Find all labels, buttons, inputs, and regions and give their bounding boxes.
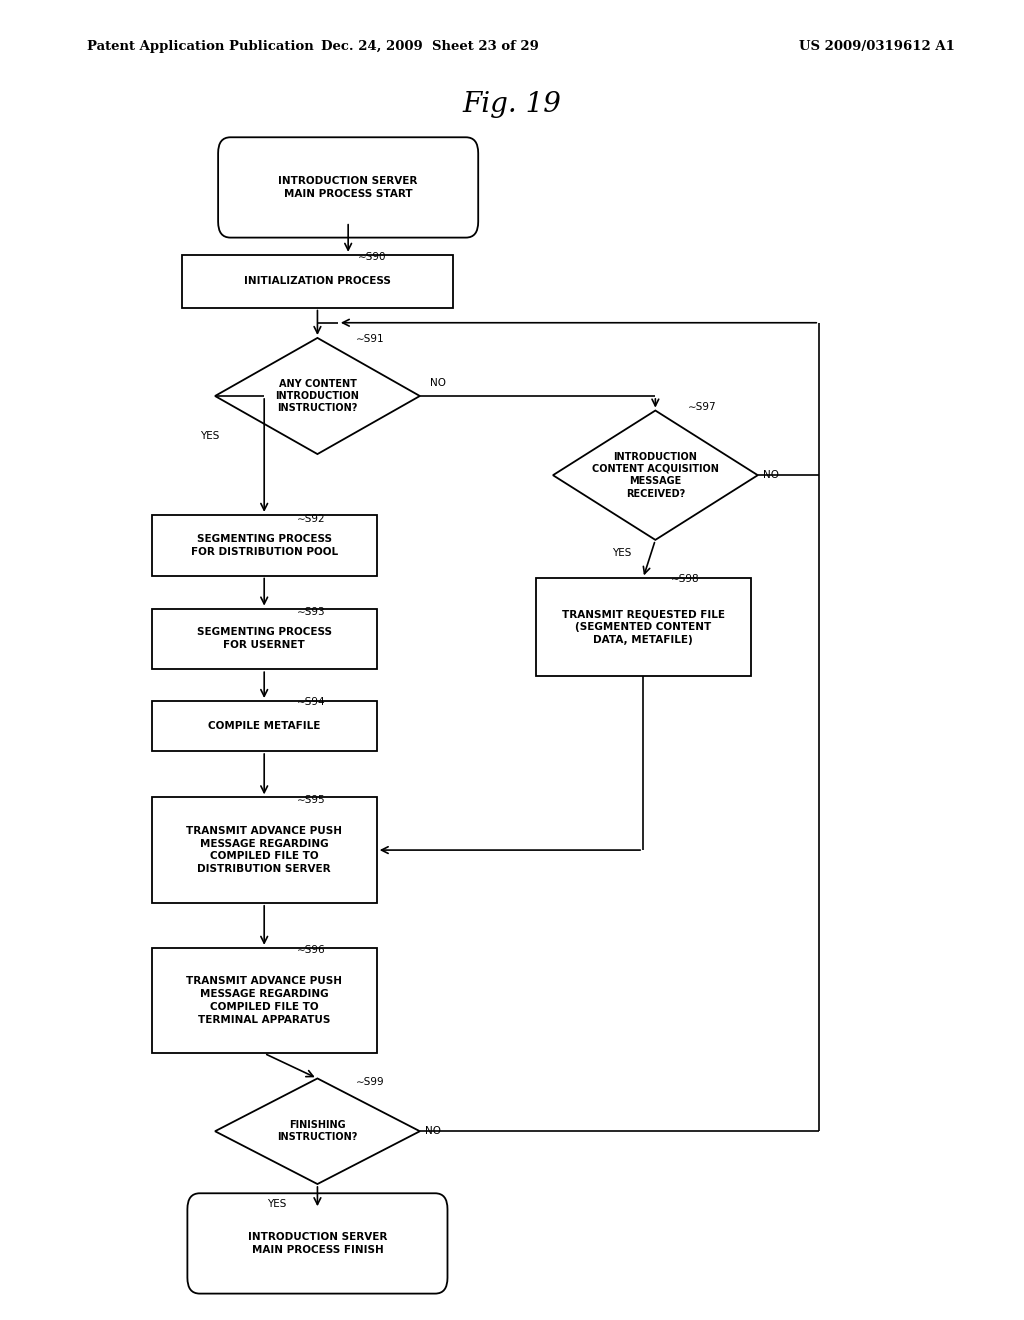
- Text: ∼S96: ∼S96: [297, 945, 326, 956]
- Text: US 2009/0319612 A1: US 2009/0319612 A1: [799, 40, 954, 53]
- Text: INITIALIZATION PROCESS: INITIALIZATION PROCESS: [244, 276, 391, 286]
- Text: TRANSMIT ADVANCE PUSH
MESSAGE REGARDING
COMPILED FILE TO
DISTRIBUTION SERVER: TRANSMIT ADVANCE PUSH MESSAGE REGARDING …: [186, 826, 342, 874]
- Text: NO: NO: [425, 1126, 441, 1137]
- Text: ∼S98: ∼S98: [671, 574, 699, 585]
- Text: Patent Application Publication: Patent Application Publication: [87, 40, 313, 53]
- Text: INTRODUCTION SERVER
MAIN PROCESS START: INTRODUCTION SERVER MAIN PROCESS START: [279, 176, 418, 199]
- Text: YES: YES: [201, 430, 219, 441]
- Text: FINISHING
INSTRUCTION?: FINISHING INSTRUCTION?: [278, 1121, 357, 1142]
- Bar: [182, 255, 453, 308]
- Text: ∼S92: ∼S92: [297, 513, 326, 524]
- Text: TRANSMIT REQUESTED FILE
(SEGMENTED CONTENT
DATA, METAFILE): TRANSMIT REQUESTED FILE (SEGMENTED CONTE…: [561, 610, 725, 644]
- Polygon shape: [215, 1078, 420, 1184]
- Text: ∼S97: ∼S97: [688, 401, 717, 412]
- FancyBboxPatch shape: [218, 137, 478, 238]
- Text: ∼S99: ∼S99: [356, 1077, 385, 1088]
- Text: ∼S95: ∼S95: [297, 795, 326, 805]
- Bar: [152, 948, 377, 1053]
- Text: YES: YES: [267, 1199, 286, 1209]
- Text: SEGMENTING PROCESS
FOR USERNET: SEGMENTING PROCESS FOR USERNET: [197, 627, 332, 651]
- Text: NO: NO: [763, 470, 779, 480]
- Text: ∼S93: ∼S93: [297, 607, 326, 618]
- Text: INTRODUCTION
CONTENT ACQUISITION
MESSAGE
RECEIVED?: INTRODUCTION CONTENT ACQUISITION MESSAGE…: [592, 451, 719, 499]
- Bar: [152, 515, 377, 576]
- Text: Fig. 19: Fig. 19: [463, 91, 561, 117]
- Text: ∼S90: ∼S90: [358, 252, 387, 263]
- Text: Dec. 24, 2009  Sheet 23 of 29: Dec. 24, 2009 Sheet 23 of 29: [322, 40, 539, 53]
- Bar: [152, 797, 377, 903]
- Text: COMPILE METAFILE: COMPILE METAFILE: [208, 721, 321, 731]
- Polygon shape: [215, 338, 420, 454]
- Text: INTRODUCTION SERVER
MAIN PROCESS FINISH: INTRODUCTION SERVER MAIN PROCESS FINISH: [248, 1232, 387, 1255]
- Bar: [152, 701, 377, 751]
- Text: YES: YES: [612, 548, 632, 558]
- Text: NO: NO: [430, 378, 446, 388]
- Bar: [152, 609, 377, 669]
- Text: ANY CONTENT
INTRODUCTION
INSTRUCTION?: ANY CONTENT INTRODUCTION INSTRUCTION?: [275, 379, 359, 413]
- Text: TRANSMIT ADVANCE PUSH
MESSAGE REGARDING
COMPILED FILE TO
TERMINAL APPARATUS: TRANSMIT ADVANCE PUSH MESSAGE REGARDING …: [186, 977, 342, 1024]
- Text: SEGMENTING PROCESS
FOR DISTRIBUTION POOL: SEGMENTING PROCESS FOR DISTRIBUTION POOL: [190, 533, 338, 557]
- Polygon shape: [553, 411, 758, 540]
- Text: ∼S94: ∼S94: [297, 697, 326, 708]
- Text: ∼S91: ∼S91: [356, 334, 385, 345]
- Bar: [536, 578, 751, 676]
- FancyBboxPatch shape: [187, 1193, 447, 1294]
